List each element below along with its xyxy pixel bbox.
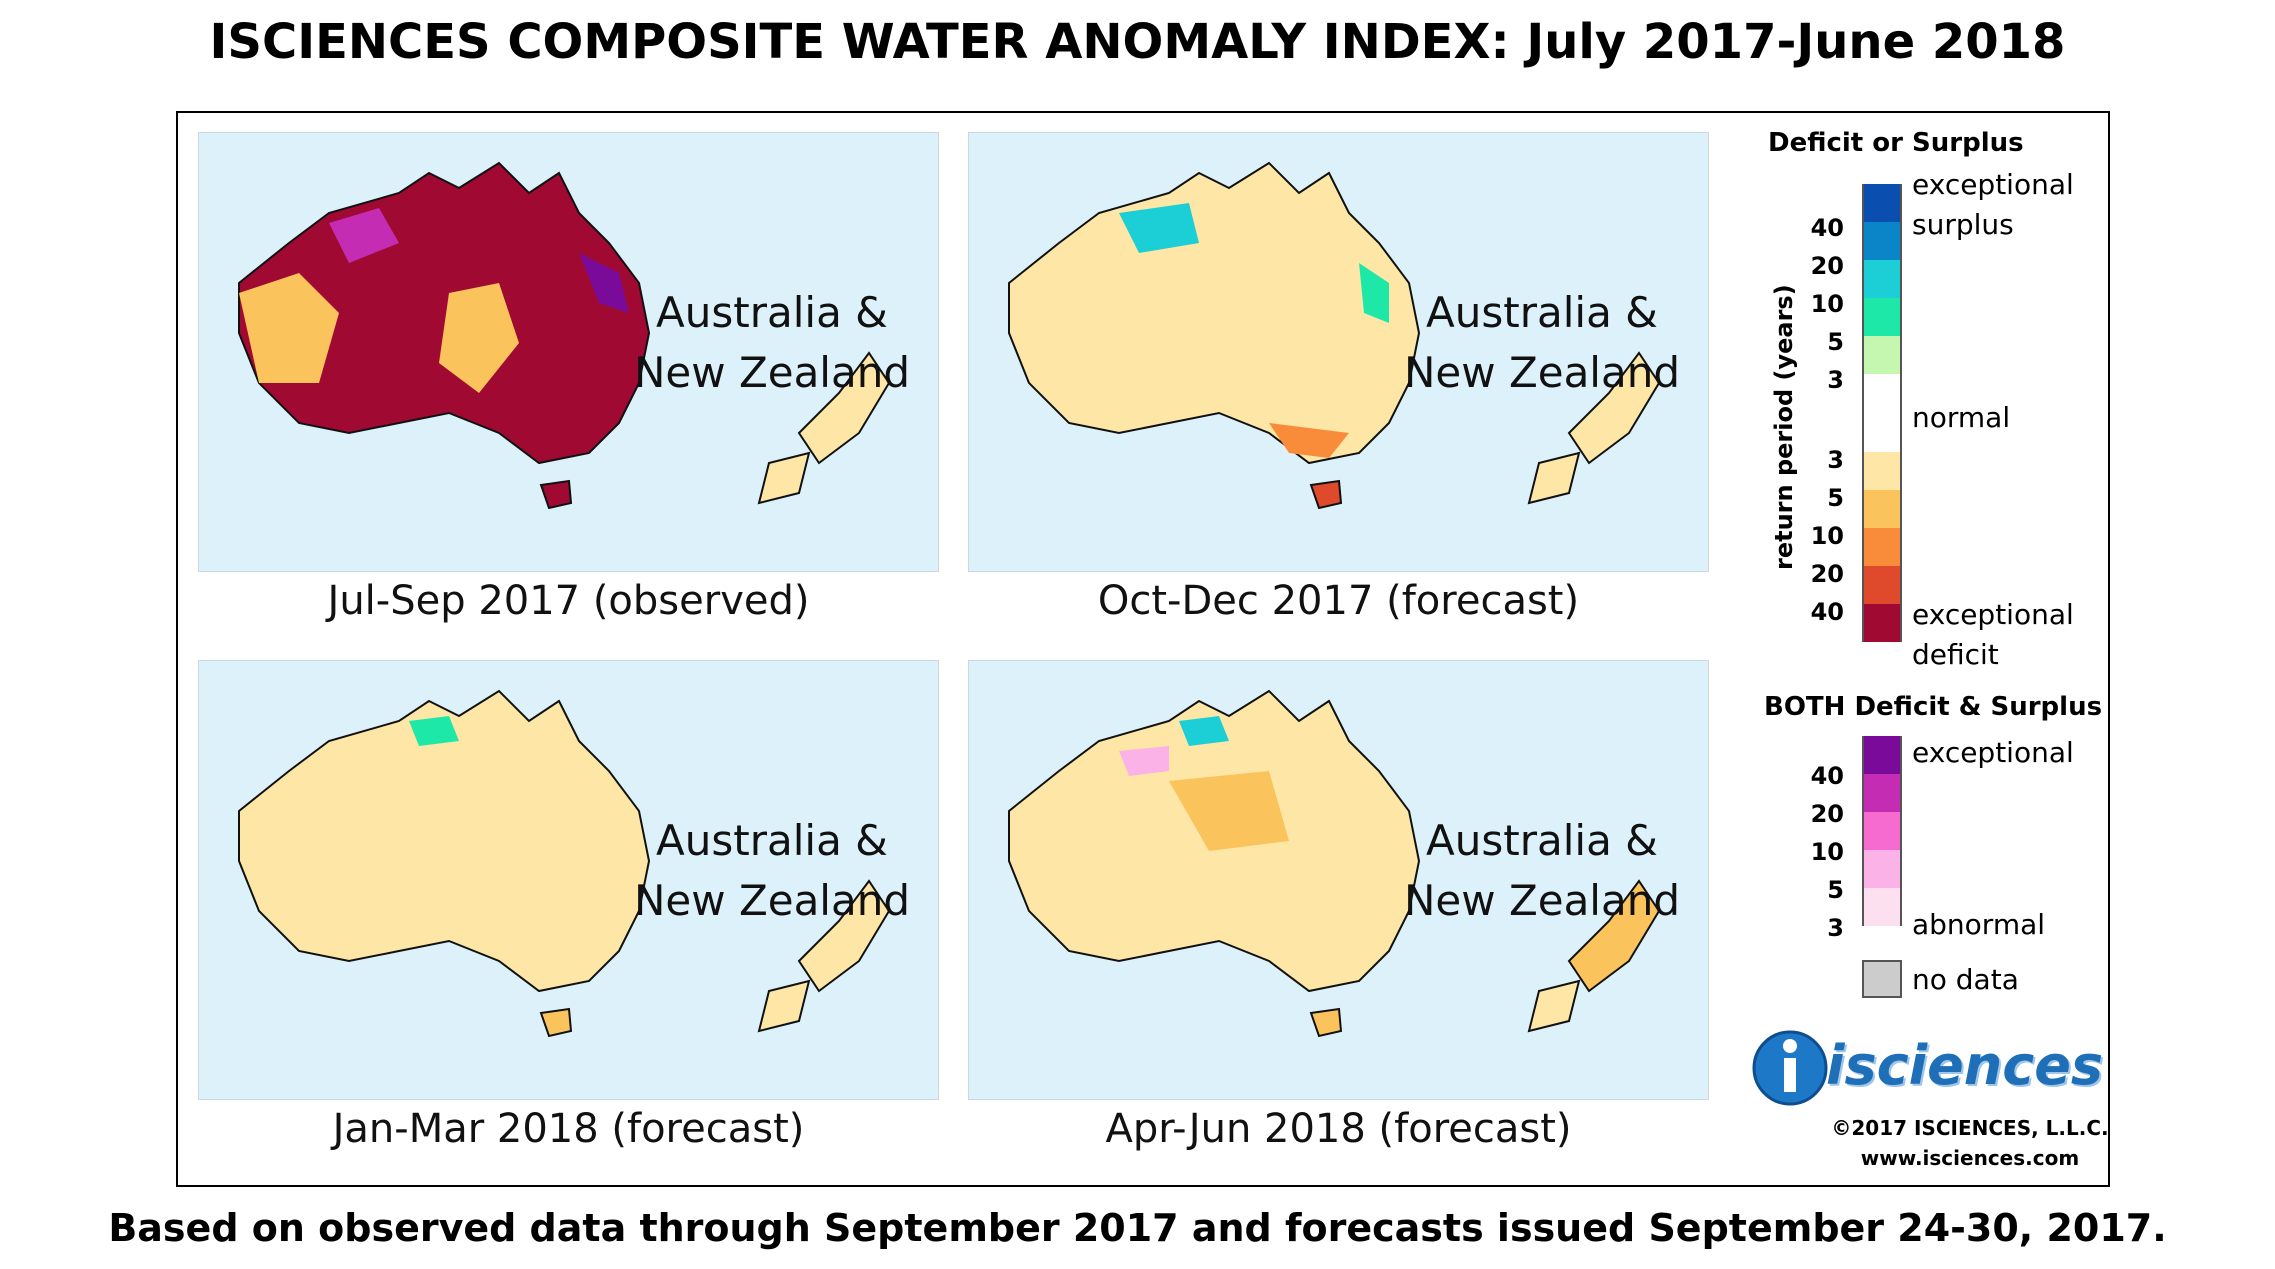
both-tick-20: 20 bbox=[1810, 800, 1844, 828]
caption-jan-mar-2018: Jan-Mar 2018 (forecast) bbox=[332, 1106, 805, 1152]
website: www.isciences.com bbox=[1860, 1146, 2080, 1170]
legend-both-exceptional: exceptional bbox=[1912, 736, 2074, 769]
australia-map-4 bbox=[1008, 689, 1661, 1038]
region-label-line1: Australia & bbox=[1426, 816, 1658, 865]
main-title: ISCIENCES COMPOSITE WATER ANOMALY INDEX:… bbox=[209, 14, 2066, 70]
both-swatch-3 bbox=[1862, 812, 1902, 850]
legend-exceptional-surplus-line2: surplus bbox=[1912, 208, 2014, 241]
footnote: Based on observed data through September… bbox=[108, 1206, 2167, 1250]
region-label-line2: New Zealand bbox=[1404, 876, 1680, 925]
legend-title-deficit-surplus: Deficit or Surplus bbox=[1768, 128, 2024, 158]
deficit-tick-10: 10 bbox=[1810, 522, 1844, 550]
deficit-swatch-4 bbox=[1862, 566, 1902, 604]
surplus-swatch-4 bbox=[1862, 298, 1902, 336]
map-panel-jan-mar-2018: Australia & New Zealand bbox=[198, 660, 939, 1100]
legend-title-both: BOTH Deficit & Surplus bbox=[1764, 692, 2103, 722]
surplus-tick-10: 10 bbox=[1810, 290, 1844, 318]
both-swatch-2 bbox=[1862, 774, 1902, 812]
caption-apr-jun-2018: Apr-Jun 2018 (forecast) bbox=[1105, 1106, 1572, 1152]
both-tick-3: 3 bbox=[1827, 914, 1844, 942]
surplus-swatch-2 bbox=[1862, 222, 1902, 260]
legend-exceptional-surplus-line1: exceptional bbox=[1912, 168, 2074, 201]
deficit-swatch-1 bbox=[1862, 452, 1902, 490]
deficit-swatch-2 bbox=[1862, 490, 1902, 528]
map-panel-jul-sep-2017: Australia & New Zealand bbox=[198, 132, 939, 572]
australia-map-1 bbox=[238, 161, 891, 510]
region-label-line2: New Zealand bbox=[1404, 348, 1680, 397]
both-tick-5: 5 bbox=[1827, 876, 1844, 904]
deficit-swatch-3 bbox=[1862, 528, 1902, 566]
deficit-tick-40: 40 bbox=[1810, 598, 1844, 626]
both-swatch-1 bbox=[1862, 736, 1902, 774]
copyright: ©2017 ISCIENCES, L.L.C. bbox=[1831, 1116, 2109, 1140]
surplus-swatch-1 bbox=[1862, 184, 1902, 222]
deficit-tick-20: 20 bbox=[1810, 560, 1844, 588]
legend-no-data: no data bbox=[1912, 963, 2019, 996]
isciences-logo-icon bbox=[1752, 1030, 1828, 1106]
surplus-tick-40: 40 bbox=[1810, 214, 1844, 242]
australia-map-2 bbox=[1008, 161, 1661, 510]
caption-jul-sep-2017: Jul-Sep 2017 (observed) bbox=[327, 578, 810, 624]
deficit-tick-5: 5 bbox=[1827, 484, 1844, 512]
region-label: Australia & New Zealand bbox=[634, 811, 910, 931]
no-data-swatch bbox=[1862, 960, 1902, 998]
region-label: Australia & New Zealand bbox=[634, 283, 910, 403]
region-label-line1: Australia & bbox=[656, 816, 888, 865]
logo-text: isciences bbox=[1826, 1034, 2104, 1097]
both-tick-40: 40 bbox=[1810, 762, 1844, 790]
map-panel-apr-jun-2018: Australia & New Zealand bbox=[968, 660, 1709, 1100]
surplus-tick-3: 3 bbox=[1827, 366, 1844, 394]
region-label-line1: Australia & bbox=[656, 288, 888, 337]
surplus-swatch-3 bbox=[1862, 260, 1902, 298]
region-label-line1: Australia & bbox=[1426, 288, 1658, 337]
deficit-swatch-5 bbox=[1862, 604, 1902, 642]
region-label: Australia & New Zealand bbox=[1404, 811, 1680, 931]
both-tick-10: 10 bbox=[1810, 838, 1844, 866]
both-swatch-4 bbox=[1862, 850, 1902, 888]
figure-frame bbox=[176, 111, 2110, 1187]
surplus-swatch-5 bbox=[1862, 336, 1902, 374]
region-label-line2: New Zealand bbox=[634, 876, 910, 925]
legend-both-abnormal: abnormal bbox=[1912, 908, 2046, 941]
region-label: Australia & New Zealand bbox=[1404, 283, 1680, 403]
australia-map-3 bbox=[238, 689, 891, 1038]
legend-exceptional-deficit-line1: exceptional bbox=[1912, 598, 2074, 631]
caption-oct-dec-2017: Oct-Dec 2017 (forecast) bbox=[1097, 578, 1580, 624]
normal-swatch bbox=[1862, 374, 1902, 452]
surplus-tick-5: 5 bbox=[1827, 328, 1844, 356]
deficit-tick-3: 3 bbox=[1827, 446, 1844, 474]
legend-exceptional-deficit-line2: deficit bbox=[1912, 638, 1999, 671]
map-panel-oct-dec-2017: Australia & New Zealand bbox=[968, 132, 1709, 572]
surplus-tick-20: 20 bbox=[1810, 252, 1844, 280]
legend-normal: normal bbox=[1912, 401, 2011, 434]
region-label-line2: New Zealand bbox=[634, 348, 910, 397]
both-swatch-5 bbox=[1862, 888, 1902, 926]
